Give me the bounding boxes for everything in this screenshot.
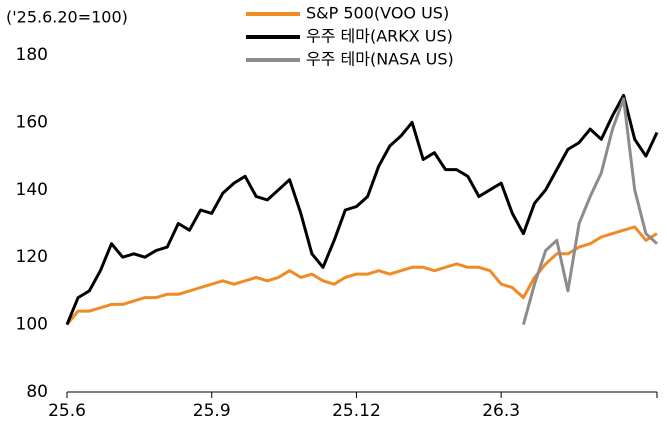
x-tick-label: 25.6	[48, 401, 86, 421]
y-tick-label: 180	[16, 45, 48, 65]
y-axis-unit: ('25.6.20=100)	[6, 8, 128, 27]
y-tick-label: 160	[16, 112, 48, 132]
series-line	[65, 93, 659, 326]
y-tick-label: 140	[16, 180, 48, 200]
legend-label: 우주 테마(ARKX US)	[306, 27, 453, 46]
legend-label: S&P 500(VOO US)	[306, 4, 449, 23]
series-line	[521, 97, 659, 325]
y-tick-label: 100	[16, 315, 48, 335]
x-tick-label: 26.3	[482, 401, 520, 421]
y-tick-label: 120	[16, 247, 48, 267]
series-line	[65, 225, 658, 326]
x-tick-label: 25.12	[332, 401, 381, 421]
legend-label: 우주 테마(NASA US)	[306, 50, 454, 69]
x-tick-label: 25.9	[193, 401, 231, 421]
y-tick-label: 80	[26, 382, 48, 402]
